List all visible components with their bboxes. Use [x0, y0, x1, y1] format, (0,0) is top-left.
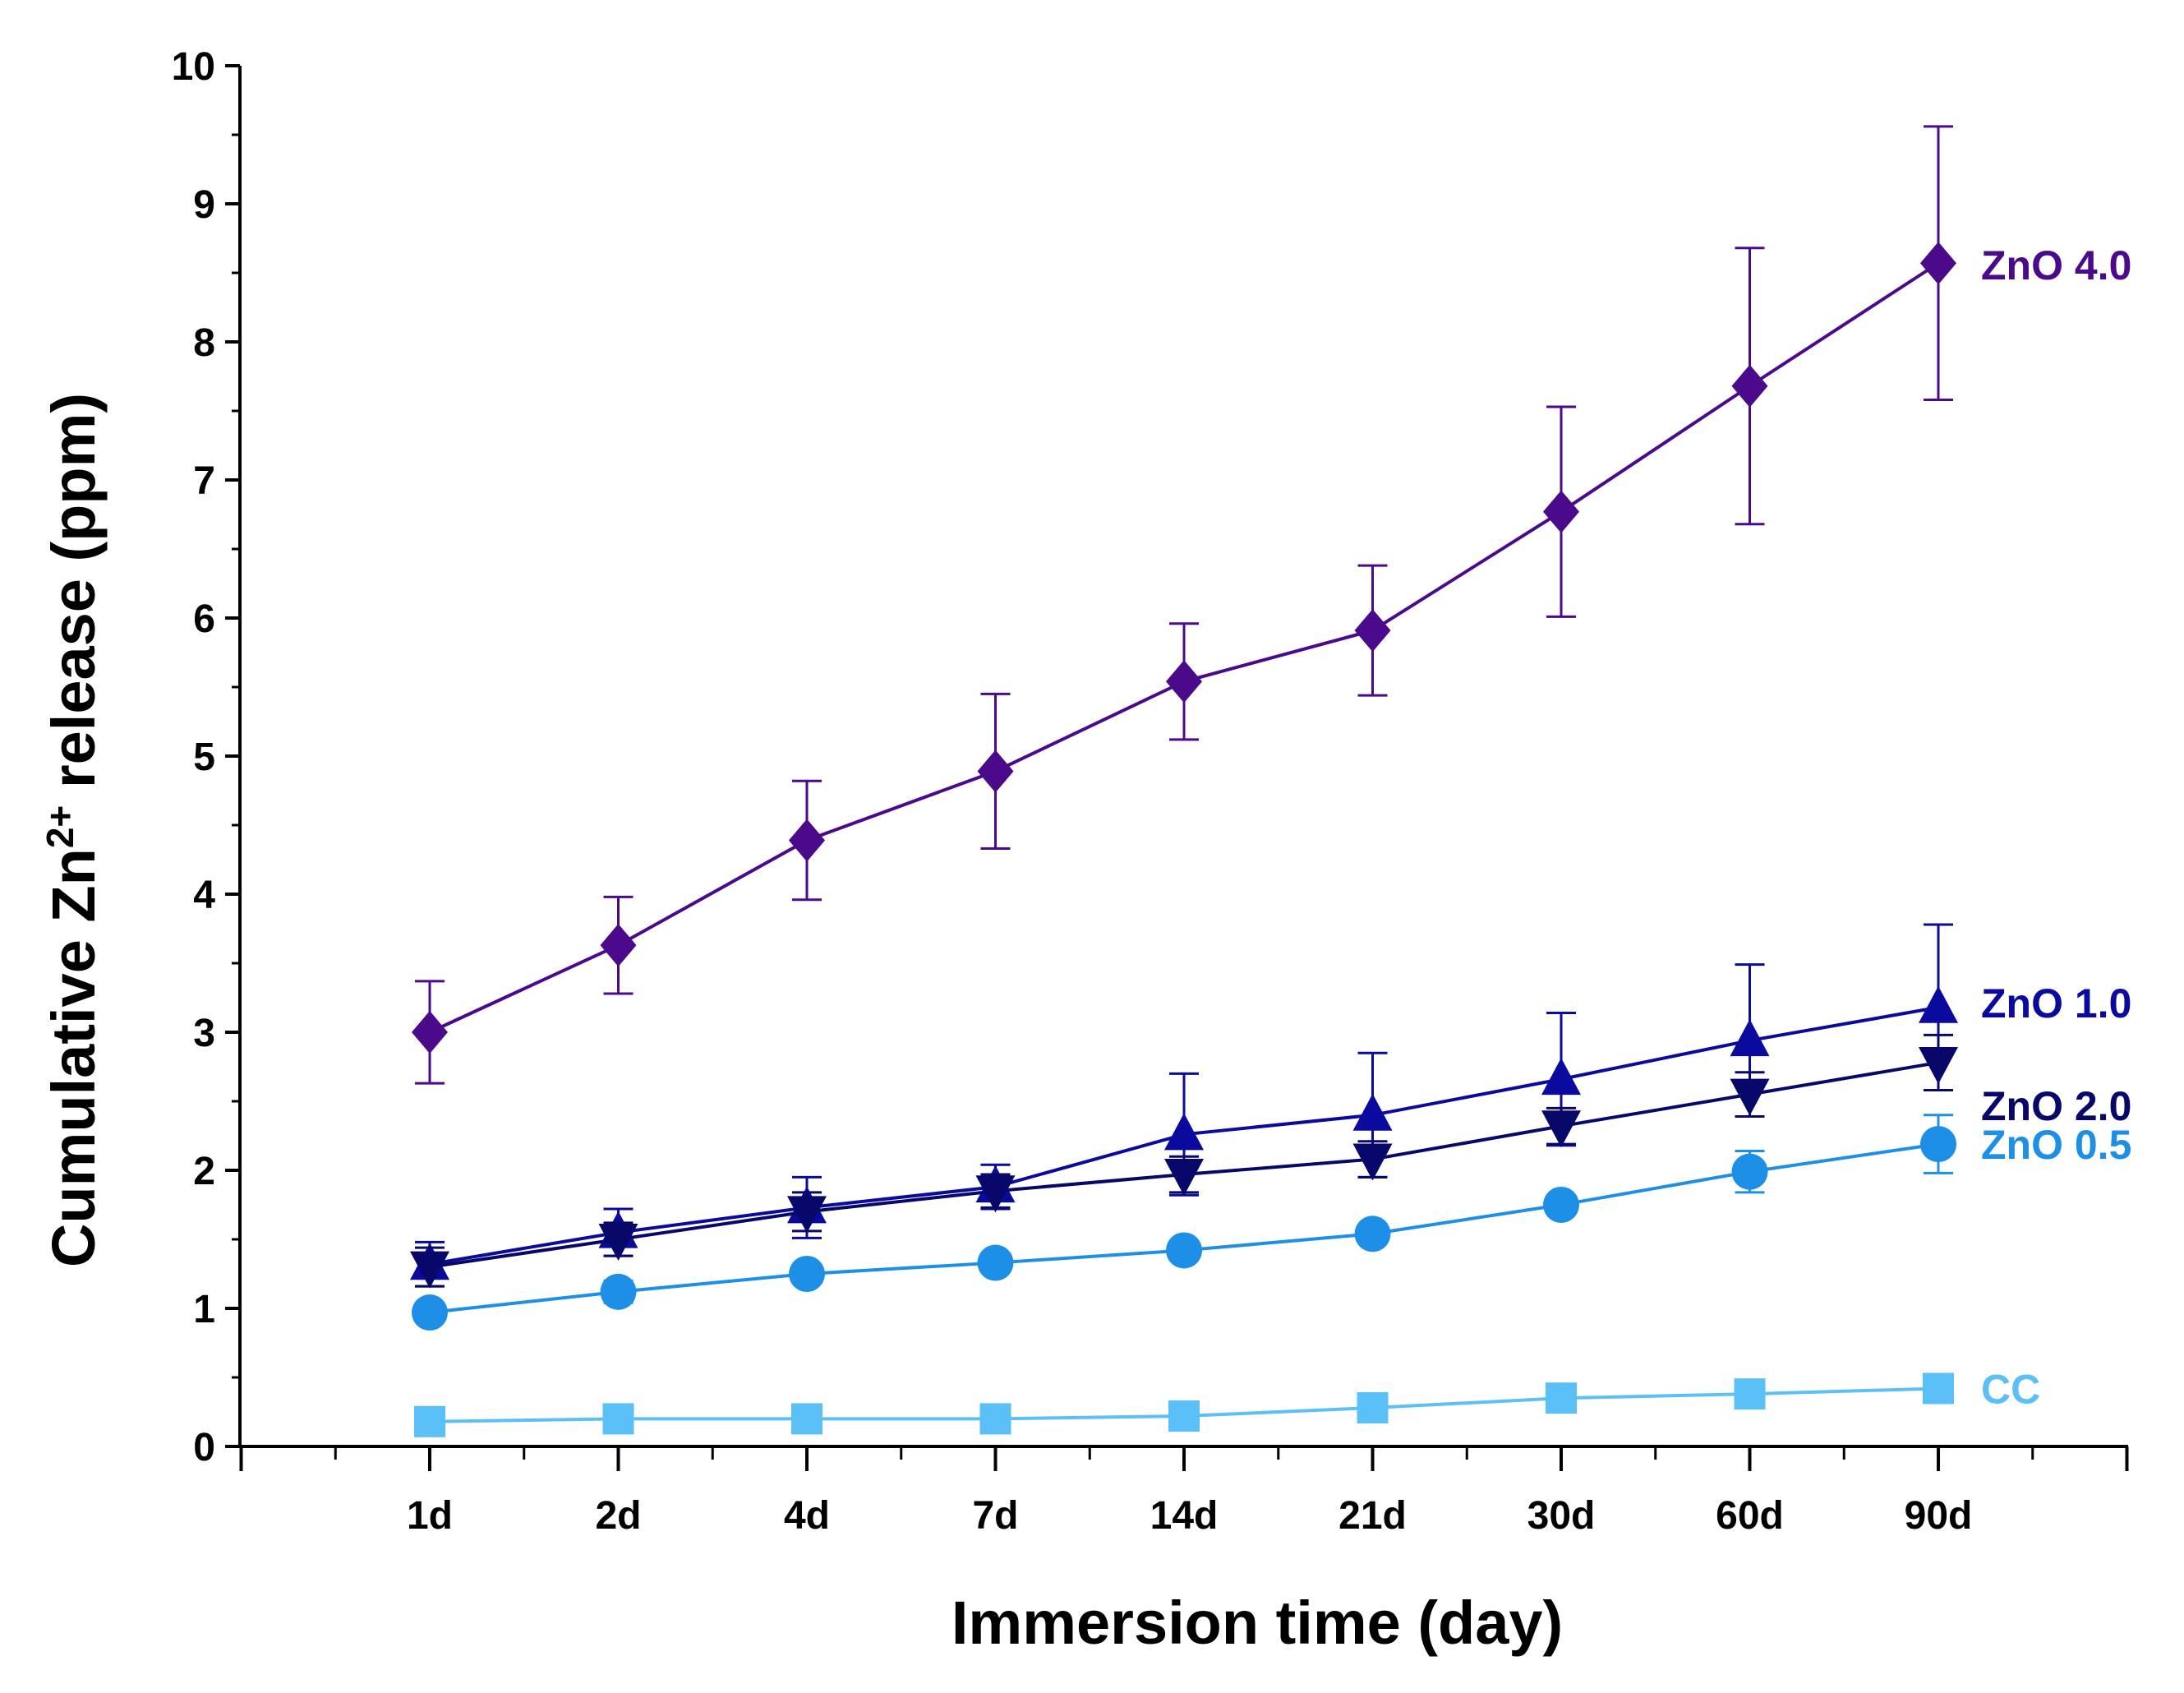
data-point	[1730, 1019, 1770, 1057]
data-point	[1352, 1143, 1393, 1181]
series-zno-4-0	[412, 125, 1956, 1085]
y-tick-label: 2	[193, 1150, 215, 1193]
data-point	[789, 819, 825, 862]
y-tick-label: 9	[193, 183, 215, 227]
y-tick-label: 8	[193, 321, 215, 365]
y-axis-title-prefix: Cumulative Zn	[39, 848, 108, 1267]
data-point	[598, 1224, 638, 1261]
series-zno-1-0	[410, 923, 1958, 1288]
data-point	[1919, 985, 1958, 1023]
x-tick-label: 4d	[784, 1494, 830, 1538]
data-point	[787, 1196, 827, 1234]
x-tick-label: 90d	[1905, 1494, 1973, 1538]
series-label: CC	[1981, 1366, 2040, 1412]
data-point	[1357, 1391, 1389, 1423]
series-zno-2-0	[410, 1033, 1958, 1289]
data-point	[602, 1403, 634, 1435]
data-point	[1731, 364, 1768, 408]
data-point	[977, 1244, 1014, 1281]
data-point	[1168, 1400, 1200, 1432]
data-point	[791, 1403, 822, 1435]
x-tick-label: 60d	[1716, 1494, 1784, 1538]
data-point	[1731, 1153, 1768, 1190]
x-tick-label: 1d	[407, 1494, 453, 1538]
data-point	[977, 750, 1014, 793]
data-point	[979, 1403, 1011, 1435]
series-labels: CC ZnO 0.5 ZnO 1.0 ZnO 2.0 ZnO 4.0	[1981, 242, 2131, 1412]
series-cc	[414, 1372, 1954, 1437]
data-point	[1546, 1382, 1577, 1414]
series-layer	[410, 125, 1958, 1437]
data-point	[1543, 1187, 1579, 1223]
data-point	[1164, 1113, 1204, 1151]
data-point	[600, 924, 637, 967]
data-point	[1166, 1232, 1202, 1269]
data-point	[1734, 1378, 1766, 1410]
y-tick-label: 10	[172, 45, 215, 89]
x-axis-title: Immersion time (day)	[951, 1589, 1563, 1657]
data-point	[414, 1405, 445, 1437]
data-point	[1166, 660, 1202, 703]
data-point	[1920, 1126, 1956, 1163]
x-tick-label: 14d	[1150, 1494, 1219, 1538]
data-point	[1541, 1058, 1581, 1096]
data-point	[789, 1256, 825, 1292]
series-label: ZnO 4.0	[1981, 242, 2131, 288]
y-tick-label: 6	[193, 597, 215, 641]
data-point	[1919, 1046, 1958, 1084]
data-point	[1923, 1372, 1954, 1405]
x-tick-label: 21d	[1339, 1494, 1407, 1538]
y-axis-title-superscript: 2+	[39, 805, 81, 848]
y-tick-label: 4	[193, 874, 215, 917]
series-label: ZnO 1.0	[1981, 980, 2131, 1026]
data-point	[1920, 242, 1956, 285]
data-point	[975, 1175, 1016, 1213]
x-axis-ticks: 1d 2d 4d 7d 14d 21d 30d 60d 90d	[239, 1446, 2129, 1538]
data-point	[410, 1251, 449, 1289]
y-tick-label: 3	[193, 1012, 215, 1055]
y-axis-title: Cumulative Zn2+ release (ppm)	[39, 393, 108, 1267]
y-tick-label: 7	[193, 459, 215, 503]
x-tick-label: 2d	[595, 1494, 641, 1538]
y-tick-label: 0	[193, 1426, 215, 1469]
data-point	[1354, 1216, 1391, 1252]
data-point	[1541, 1110, 1581, 1148]
data-point	[1730, 1078, 1770, 1116]
data-point	[412, 1294, 448, 1331]
x-tick-label: 7d	[972, 1494, 1018, 1538]
y-tick-label: 5	[193, 736, 215, 779]
x-tick-label: 30d	[1527, 1494, 1596, 1538]
data-point	[412, 1011, 448, 1054]
data-point	[1354, 609, 1391, 653]
data-point	[1352, 1093, 1393, 1131]
y-axis-title-suffix: release (ppm)	[39, 393, 108, 805]
series-zno-0-5	[412, 1114, 1956, 1331]
data-point	[1164, 1159, 1204, 1197]
y-tick-label: 1	[193, 1288, 215, 1331]
series-label: ZnO 0.5	[1981, 1122, 2131, 1168]
data-point	[600, 1273, 637, 1310]
data-point	[1543, 490, 1579, 533]
series-label: ZnO 2.0	[1981, 1083, 2131, 1129]
y-axis-ticks: 0 1 2 3 4 5 6 7 8 9 10	[172, 45, 240, 1469]
